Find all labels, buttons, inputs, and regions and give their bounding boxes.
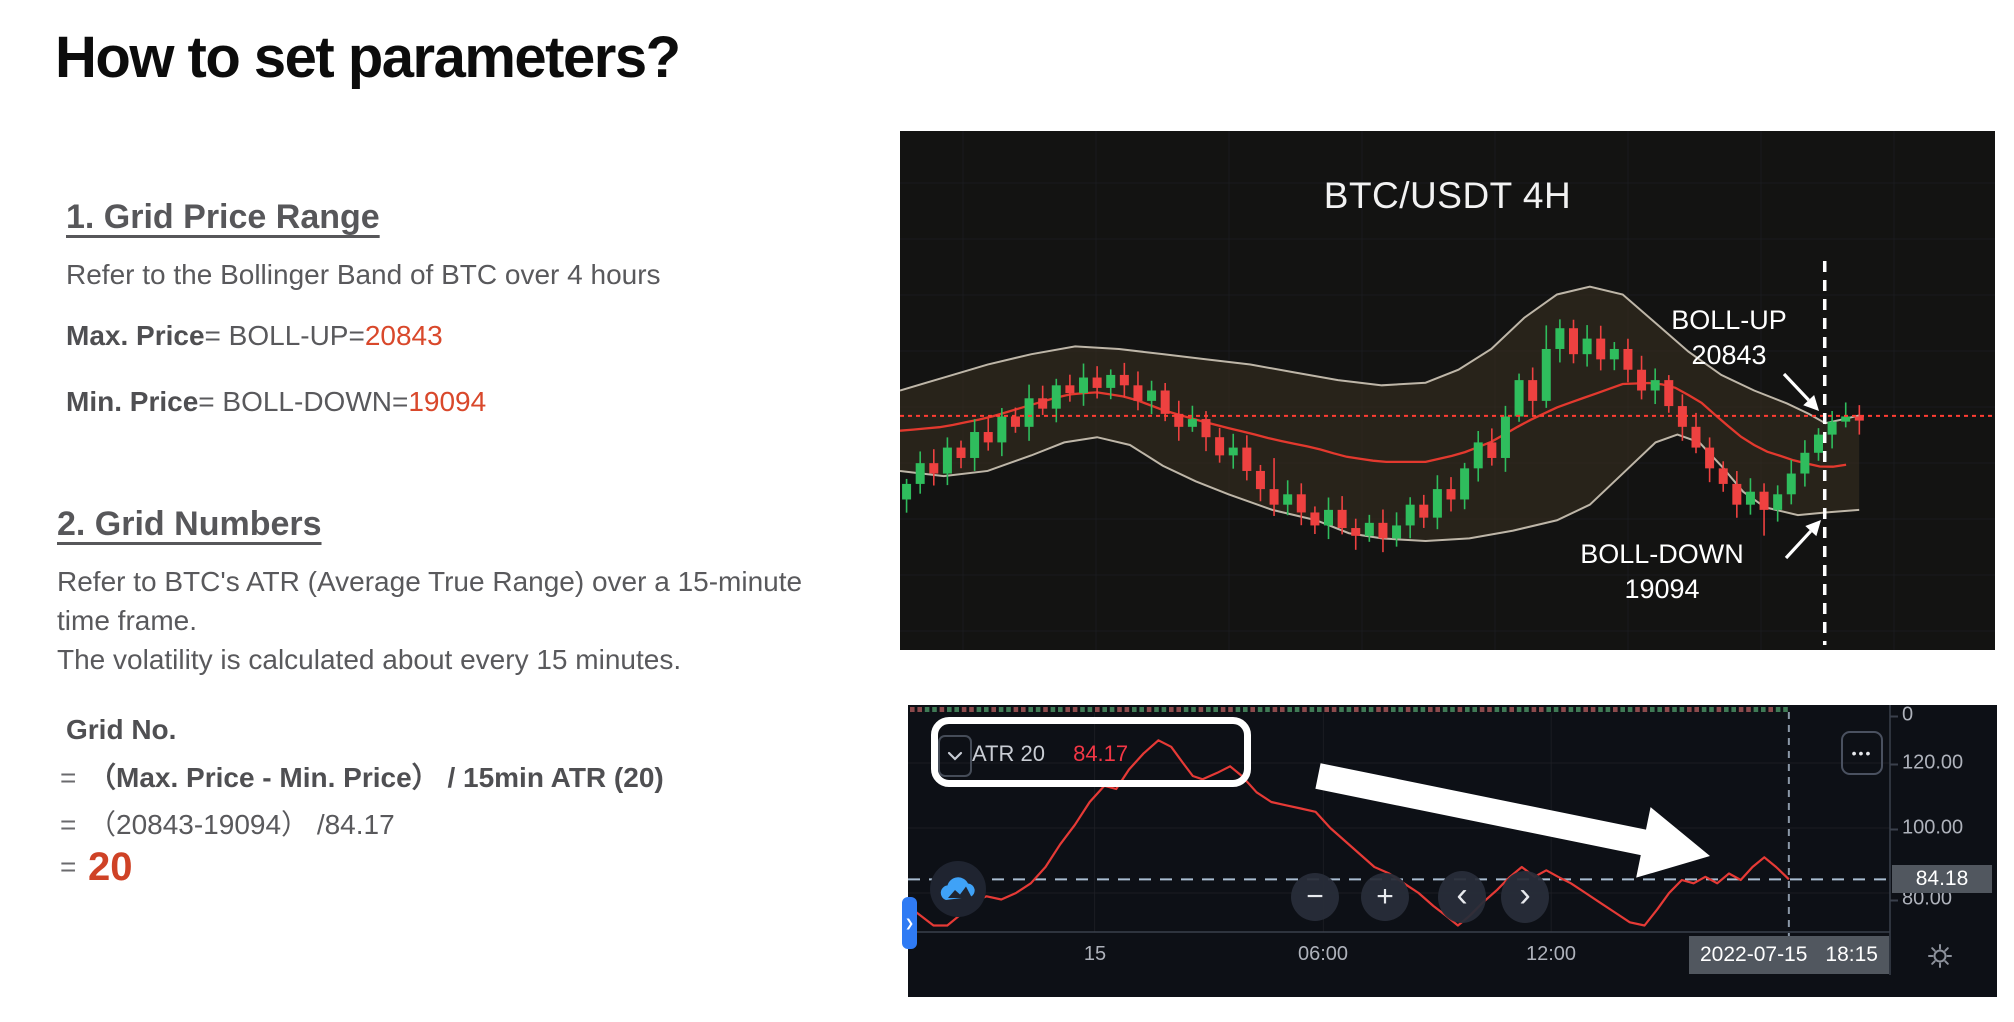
crosshair-date: 2022-07-15 — [1700, 943, 1808, 966]
chevron-down-icon — [947, 751, 963, 761]
section2-body-line2: time frame. — [57, 605, 198, 636]
section1-body: Refer to the Bollinger Band of BTC over … — [66, 259, 661, 290]
max-price-mid: = BOLL-UP= — [204, 320, 365, 351]
min-price-value: 19094 — [408, 386, 487, 417]
cloud-mountains-icon — [940, 877, 975, 900]
max-price-value: 20843 — [364, 320, 443, 351]
more-options-button[interactable]: ••• — [1841, 731, 1883, 775]
chevron-right-icon: ❯ — [904, 917, 915, 930]
grid-no-label: Grid No. — [66, 714, 177, 745]
chart-title: BTC/USDT 4H — [1323, 175, 1572, 216]
price-scale-100[interactable]: 100.00 — [1889, 816, 1964, 839]
indicator-dropdown-button[interactable] — [938, 735, 972, 777]
section2-heading: 2. Grid Numbers — [57, 505, 322, 543]
timezone-settings-button[interactable] — [1926, 942, 1954, 970]
indicator-name: ATR 20 — [972, 741, 1045, 766]
price-scale-0[interactable]: 0 — [1889, 703, 1914, 726]
equals-sign-2: = — [60, 809, 77, 840]
atr-indicator-panel[interactable]: ❯ ATR 20 84.17 ••• − + ‹ › 0 120.00 — [902, 703, 1997, 997]
min-price-mid: = BOLL-DOWN= — [198, 386, 409, 417]
crosshair-timestamp-badge: 2022-07-15 18:15 — [1689, 936, 1889, 974]
indicator-legend: ATR 20 84.17 — [972, 741, 1128, 767]
zoom-in-button[interactable]: + — [1361, 873, 1409, 921]
crosshair-time: 18:15 — [1825, 943, 1878, 966]
zoom-out-button[interactable]: − — [1291, 873, 1339, 921]
atr-highlight-box — [931, 717, 1251, 787]
boll-down-annotation: BOLL-DOWN 19094 — [1580, 537, 1744, 607]
section2-body-line3: The volatility is calculated about every… — [57, 644, 682, 675]
min-price-line: Min. Price= BOLL-DOWN=19094 — [66, 386, 486, 418]
panel-collapse-tab[interactable]: ❯ — [902, 897, 917, 949]
boll-up-label: BOLL-UP — [1671, 305, 1787, 335]
minus-icon: − — [1306, 880, 1324, 913]
formula-result-line: = 20 — [60, 845, 133, 890]
grid-number-result: 20 — [88, 845, 133, 889]
boll-up-annotation: BOLL-UP 20843 — [1671, 303, 1787, 373]
scroll-left-button[interactable]: ‹ — [1438, 871, 1486, 923]
chevron-left-icon: ‹ — [1456, 876, 1468, 914]
boll-down-label: BOLL-DOWN — [1580, 539, 1744, 569]
formula-line-2: = （20843-19094） /84.17 — [60, 803, 395, 843]
current-value-badge: 84.18 — [1892, 865, 1992, 893]
chevron-right-icon: › — [1519, 876, 1531, 914]
page-title: How to set parameters? — [55, 25, 681, 90]
btc-price-chart[interactable]: BTC/USDT 4H BOLL-UP 20843 BOLL-DOWN 1909… — [900, 131, 1995, 650]
cloud-logo[interactable] — [930, 861, 986, 917]
max-price-line: Max. Price= BOLL-UP=20843 — [66, 320, 443, 352]
ellipsis-icon: ••• — [1851, 745, 1873, 761]
section1-heading: 1. Grid Price Range — [66, 198, 380, 236]
plus-icon: + — [1376, 880, 1394, 913]
section2-body: Refer to BTC's ATR (Average True Range) … — [57, 562, 802, 679]
section2-body-line1: Refer to BTC's ATR (Average True Range) … — [57, 566, 803, 597]
candlestick-plot — [900, 131, 1995, 650]
scroll-right-button[interactable]: › — [1501, 871, 1549, 923]
boll-down-value: 19094 — [1624, 574, 1700, 604]
settings-gear-icon — [1928, 944, 1952, 968]
indicator-value: 84.17 — [1073, 741, 1129, 766]
min-price-label: Min. Price — [66, 386, 199, 417]
time-axis-label-0600[interactable]: 06:00 — [1297, 943, 1349, 965]
time-axis-label-15[interactable]: 15 — [1083, 943, 1107, 965]
price-scale-120[interactable]: 120.00 — [1889, 751, 1964, 774]
formula-line-1: = （Max. Price - Min. Price） / 15min ATR (… — [60, 756, 664, 796]
boll-up-value: 20843 — [1691, 340, 1767, 370]
formula-expression: （Max. Price - Min. Price） / 15min ATR (2… — [88, 762, 664, 793]
max-price-label: Max. Price — [66, 320, 205, 351]
equals-sign-3: = — [60, 851, 77, 882]
time-axis-label-1200[interactable]: 12:00 — [1525, 943, 1577, 965]
price-scale-80[interactable]: 80.00 — [1889, 887, 1953, 910]
equals-sign-1: = — [60, 762, 77, 793]
formula-values: （20843-19094） /84.17 — [88, 809, 395, 840]
